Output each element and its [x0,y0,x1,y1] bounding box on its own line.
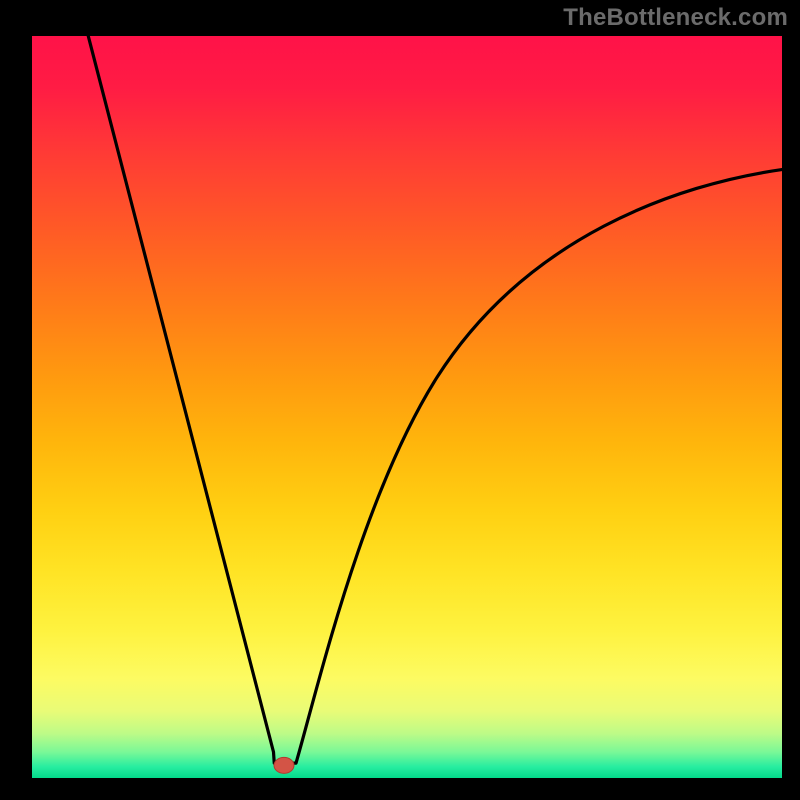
gradient-plot-area [32,36,782,778]
bottleneck-chart [0,0,800,800]
valley-marker [274,757,294,773]
watermark-text: TheBottleneck.com [563,4,788,32]
chart-stage: TheBottleneck.com [0,0,800,800]
